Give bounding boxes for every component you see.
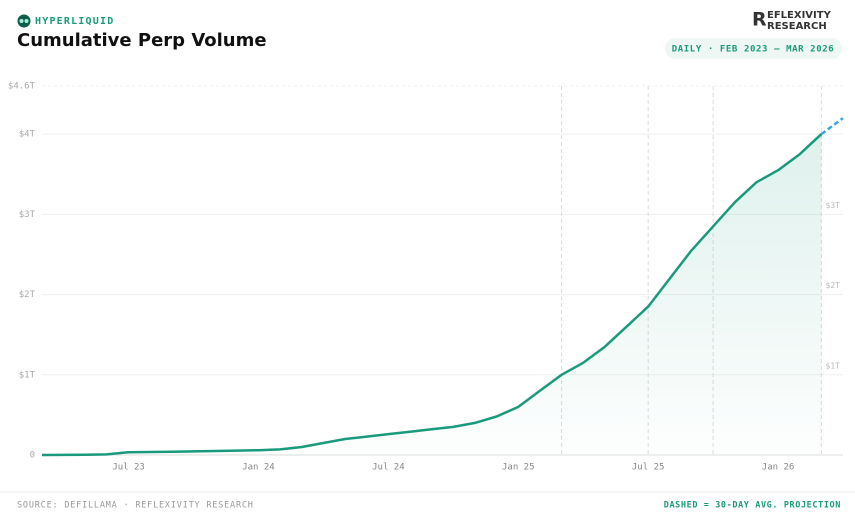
- footer-source: SOURCE: DEFILLAMA · REFLEXIVITY RESEARCH: [17, 501, 254, 511]
- x-tick-label: Jul 23: [112, 463, 145, 473]
- y-tick-label-right: $1T: [826, 361, 841, 370]
- y-tick-label-right: $2T: [826, 281, 841, 290]
- x-tick-label: Jan 25: [502, 463, 535, 473]
- x-tick-label: Jan 24: [242, 463, 275, 473]
- publisher-name: RESEARCH: [767, 21, 827, 32]
- y-tick-label: $1T: [19, 370, 36, 380]
- chart-title: Cumulative Perp Volume: [17, 30, 267, 51]
- y-tick-label: $2T: [19, 290, 36, 300]
- footer-note: DASHED = 30-DAY AVG. PROJECTION: [664, 501, 841, 511]
- brand-icon-dot: [19, 19, 24, 23]
- y-tick-label: $4.6T: [8, 82, 36, 92]
- y-tick-label: $3T: [19, 210, 36, 220]
- brand-icon: [17, 14, 31, 28]
- area: [42, 134, 822, 455]
- badge-bg: [665, 38, 842, 59]
- brand: HYPERLIQUID: [35, 16, 114, 27]
- x-tick-label: Jul 25: [632, 463, 665, 473]
- y-tick-label: 0: [30, 451, 35, 461]
- projection-line: [820, 117, 844, 136]
- publisher-initial: R: [752, 9, 767, 31]
- publisher-name: EFLEXIVITY: [767, 10, 832, 21]
- y-tick-label-right: $3T: [826, 201, 841, 210]
- badge: DAILY · FEB 2023 – MAR 2026: [672, 45, 835, 55]
- line: [41, 133, 823, 457]
- x-tick-label: Jan 26: [762, 463, 795, 473]
- y-tick-label: $4T: [19, 130, 36, 140]
- brand-icon-dot: [24, 19, 29, 23]
- x-tick-label: Jul 24: [372, 463, 405, 473]
